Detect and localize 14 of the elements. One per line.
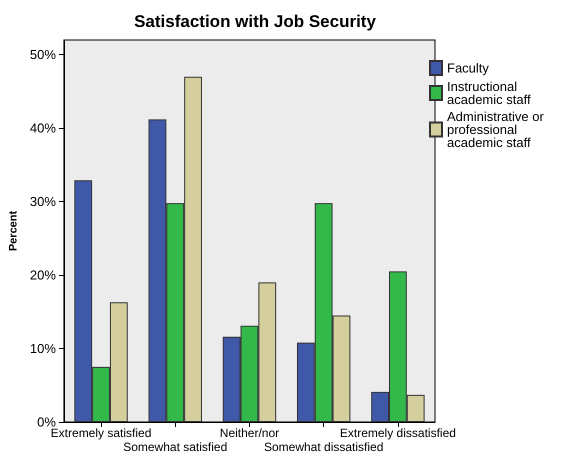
x-tick-label: Neither/nor <box>220 426 280 440</box>
x-tick-label: Somewhat satisfied <box>123 440 228 454</box>
y-tick-label: 10% <box>30 341 56 356</box>
y-tick-label: 20% <box>30 268 56 283</box>
chart-title: Satisfaction with Job Security <box>134 12 376 31</box>
legend-label: Administrative or professional academic staff <box>447 109 548 150</box>
legend-label: Faculty <box>447 60 490 76</box>
y-tick-label: 30% <box>30 194 56 210</box>
legend-label: Instructional academic staff <box>447 79 531 107</box>
x-tick-label: Extremely dissatisfied <box>340 426 456 440</box>
y-tick-label: 50% <box>30 47 56 62</box>
x-tick-label: Somewhat dissatisfied <box>264 440 384 454</box>
y-tick-label: 40% <box>30 120 56 136</box>
y-axis-title: Percent <box>8 210 20 252</box>
